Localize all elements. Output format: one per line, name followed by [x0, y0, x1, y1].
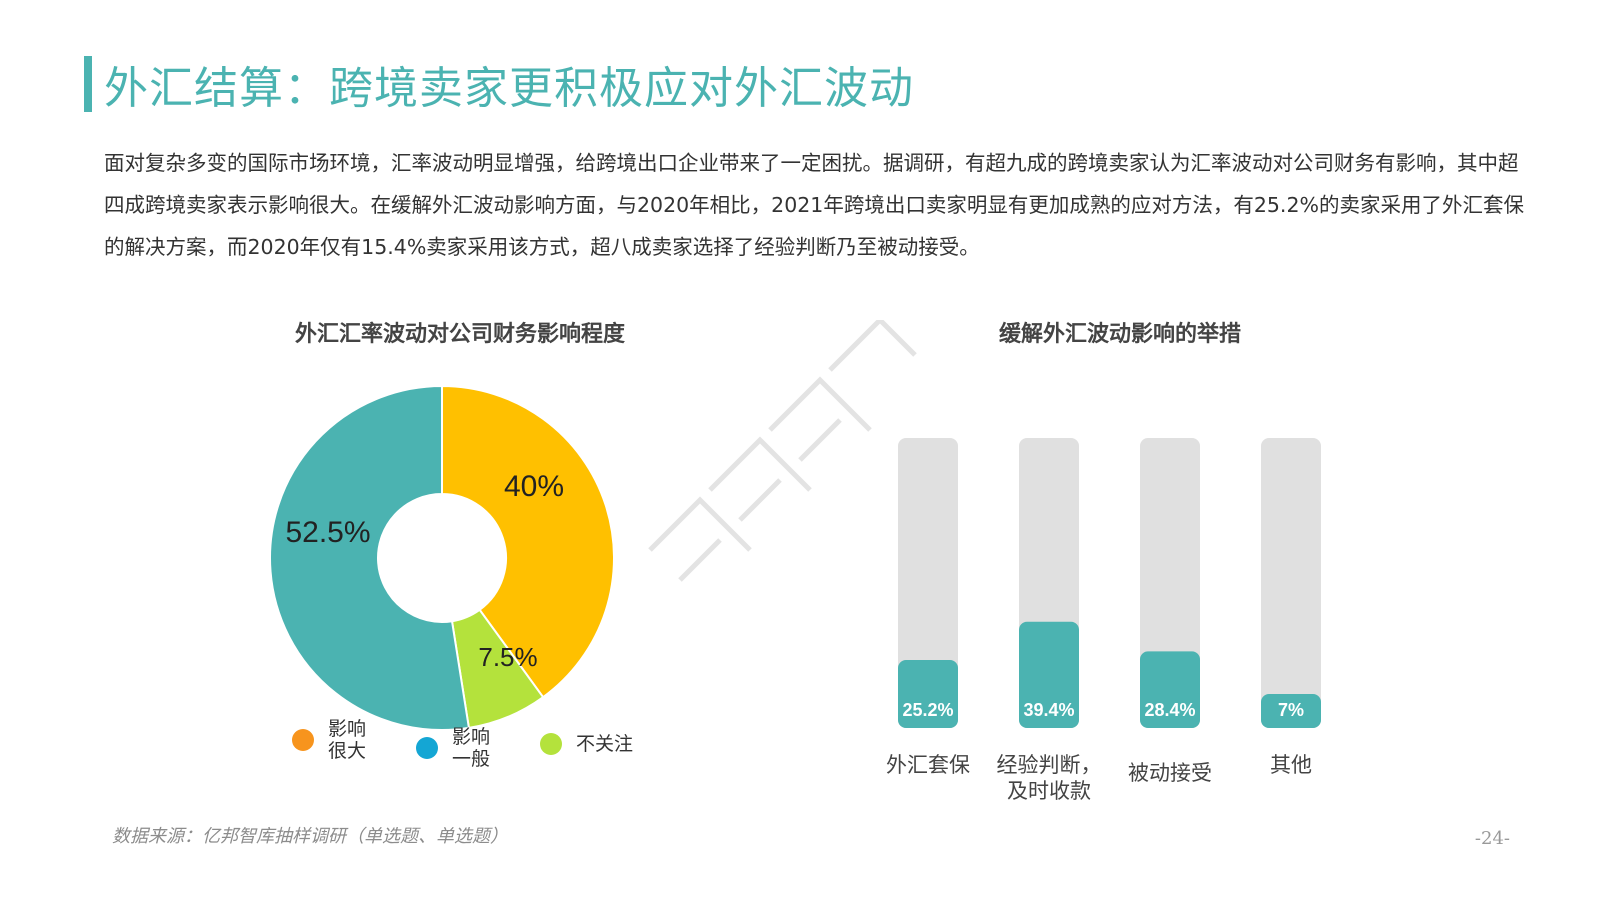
- legend-label-none-line1: 不关注: [576, 733, 634, 755]
- bar-category-label-3: 其他: [1270, 753, 1312, 777]
- donut-slice-0: [441, 384, 615, 699]
- bar-chart-title: 缓解外汇波动影响的举措: [998, 322, 1241, 347]
- legend-label-large: 影响 一般: [452, 726, 496, 770]
- donut-slice-label-1: 7.5%: [478, 642, 537, 672]
- bar-track-3: [1261, 438, 1321, 728]
- legend-dot-great: [292, 729, 314, 751]
- donut-chart: 40% 7.5% 52.5%: [269, 384, 615, 731]
- bar-value-label-2: 28.4%: [1144, 700, 1195, 720]
- legend-label-large-line1: 影响: [452, 726, 491, 748]
- title-accent-bar: [84, 56, 92, 112]
- bar-category-label-0: 外汇套保: [886, 753, 970, 777]
- legend-label-great-line1: 影响: [328, 718, 367, 740]
- bar-fill-1: [1019, 621, 1079, 728]
- bar-value-label-0: 25.2%: [902, 700, 953, 720]
- bar-category-label-1: 经验判断， 及时收款: [996, 753, 1102, 803]
- legend-item-large: 影响 一般: [416, 726, 496, 770]
- donut-slice-2: [269, 384, 471, 731]
- legend-label-great: 影响 很大: [328, 718, 372, 762]
- data-source-note: 数据来源：亿邦智库抽样调研（单选题、单选题）: [112, 826, 508, 847]
- bar-track-0: [898, 438, 958, 728]
- page-number: -24-: [1474, 828, 1510, 849]
- legend-item-great: 影响 很大: [292, 718, 372, 762]
- bar-fill-0: [898, 660, 958, 728]
- bar-fill-3: [1261, 694, 1321, 728]
- legend-label-large-line2: 一般: [452, 748, 491, 770]
- bar-value-label-1: 39.4%: [1023, 700, 1074, 720]
- donut-chart-title: 外汇汇率波动对公司财务影响程度: [294, 322, 625, 347]
- intro-paragraph: 面对复杂多变的国际市场环境，汇率波动明显增强，给跨境出口企业带来了一定困扰。据调…: [104, 151, 1524, 259]
- page-title: 外汇结算：跨境卖家更积极应对外汇波动: [104, 63, 914, 114]
- bar-chart: 25.2% 39.4% 28.4% 7%: [898, 438, 1321, 728]
- watermark-graphic: [648, 320, 917, 582]
- donut-slice-label-0: 40%: [504, 470, 564, 503]
- legend-item-none: 不关注: [540, 733, 656, 755]
- bar-value-label-3: 7%: [1278, 700, 1304, 720]
- donut-slice-label-2: 52.5%: [285, 516, 370, 549]
- legend-dot-large: [416, 737, 438, 759]
- legend-label-none: 不关注: [576, 733, 656, 755]
- bar-fill-2: [1140, 651, 1200, 728]
- legend-dot-none: [540, 733, 562, 755]
- legend-label-great-line2: 很大: [328, 740, 367, 762]
- bar-category-label-2: 被动接受: [1128, 761, 1212, 785]
- donut-legend: 影响 很大 影响 一般 不关注: [280, 718, 660, 778]
